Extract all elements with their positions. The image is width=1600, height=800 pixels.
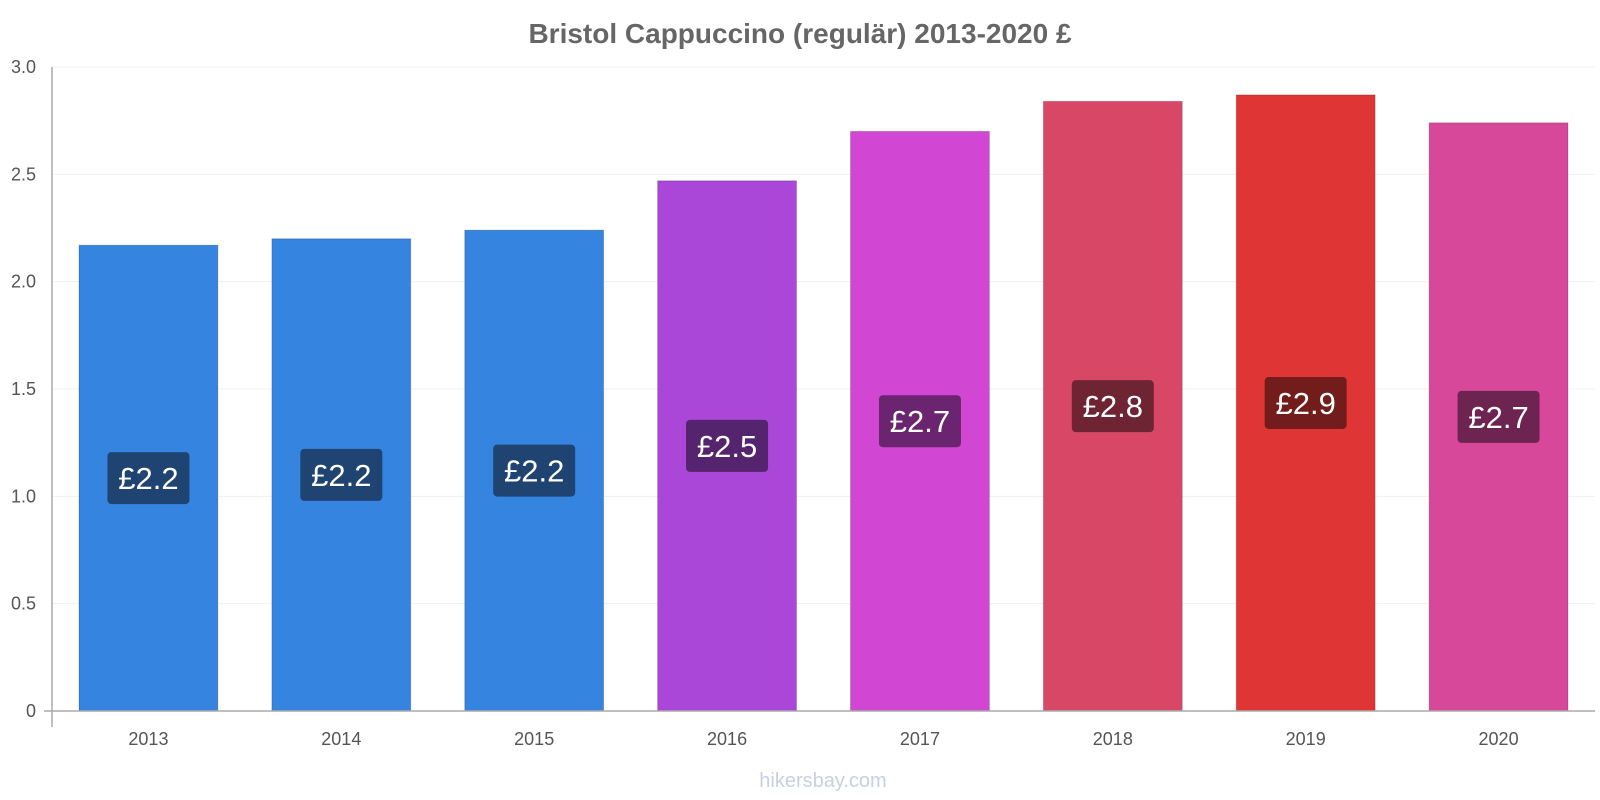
data-label-box [1071,380,1154,433]
y-tick-label: 0.5 [11,594,36,614]
data-label: £2.5 [697,429,757,464]
x-tick-label: 2015 [514,729,554,749]
y-tick-labels: 0 0.5 1.0 1.5 2.0 2.5 3.0 [11,57,36,721]
x-tick-label: 2018 [1093,729,1133,749]
chart-title: Bristol Cappuccino (regulär) 2013-2020 £ [528,18,1072,49]
data-label-box [300,448,383,501]
data-labels: £2.2 £2.2 £2.2 £2.5 £2.7 £2.8 £2.9 £2.7 [107,376,1540,505]
data-label: £2.2 [504,454,564,489]
x-tick-label: 2017 [900,729,940,749]
data-label: £2.9 [1276,386,1336,421]
data-label: £2.7 [890,404,950,439]
y-tick-label: 0 [26,701,36,721]
data-label-box [1457,390,1540,443]
y-tick-label: 1.5 [11,379,36,399]
watermark: hikersbay.com [759,770,886,792]
x-tick-label: 2016 [707,729,747,749]
data-label: £2.2 [311,458,371,493]
data-label: £2.7 [1468,400,1528,435]
y-tick-label: 2.0 [11,272,36,292]
data-label-box [107,452,190,505]
x-tick-label: 2020 [1479,729,1519,749]
data-label: £2.8 [1083,389,1143,424]
data-label-box [493,444,576,497]
x-tick-label: 2013 [128,729,168,749]
x-tick-label: 2014 [321,729,361,749]
x-tick-labels: 2013 2014 2015 2016 2017 2018 2019 2020 [128,729,1518,749]
data-label-box [686,419,769,472]
axes [44,67,1595,727]
y-tick-label: 3.0 [11,57,36,77]
y-tick-label: 2.5 [11,164,36,184]
data-label-box [878,395,961,448]
data-label: £2.2 [118,461,178,496]
y-tick-label: 1.0 [11,486,36,506]
x-tick-label: 2019 [1286,729,1326,749]
data-label-box [1264,376,1347,429]
